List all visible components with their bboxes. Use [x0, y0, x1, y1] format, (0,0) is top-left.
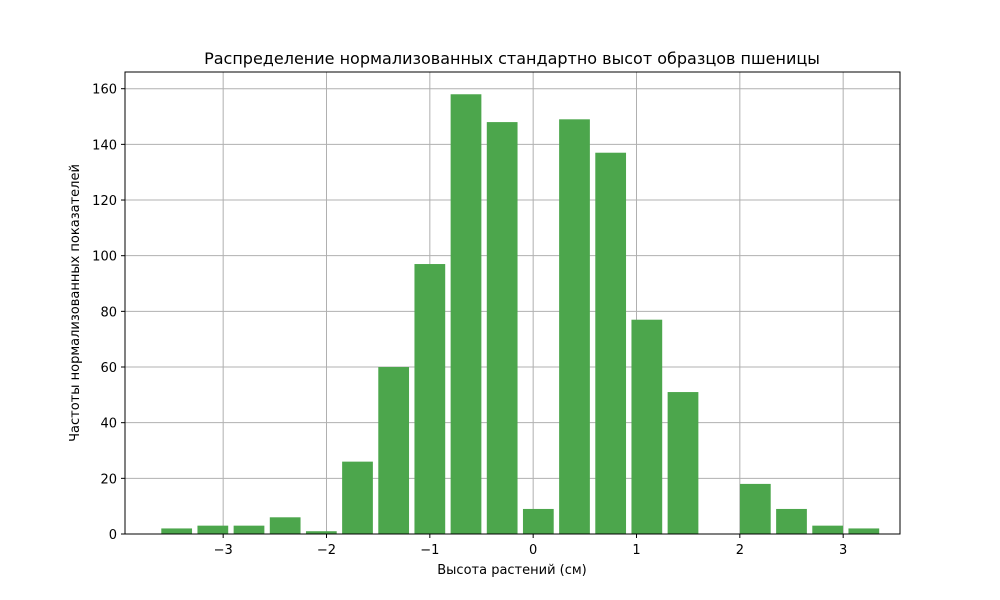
y-tick-label: 60: [100, 361, 117, 376]
y-tick-label: 40: [100, 417, 117, 432]
histogram-bar: [450, 94, 482, 534]
plot-frame: [124, 71, 901, 535]
histogram-bar: [812, 525, 844, 534]
histogram-bar: [667, 392, 699, 534]
bars-layer: [161, 94, 880, 535]
x-tick-label: −3: [214, 543, 233, 558]
histogram-bar: [197, 525, 229, 534]
histogram-bar: [305, 531, 337, 534]
histogram-bar: [739, 483, 771, 534]
x-tick-label: 0: [529, 543, 537, 558]
histogram-bar: [848, 528, 880, 534]
histogram-bar: [269, 517, 301, 534]
y-tick-label: 120: [92, 194, 117, 209]
x-tick-label: 1: [632, 543, 640, 558]
x-tick-label: −2: [317, 543, 336, 558]
histogram-bar: [486, 122, 518, 535]
x-tick-label: 3: [839, 543, 847, 558]
y-tick-label: 160: [92, 83, 117, 98]
histogram-bar: [776, 508, 807, 534]
histogram-bar: [522, 508, 554, 534]
y-axis-label: Частоты нормализованных показателей: [68, 164, 83, 442]
y-tick-label: 100: [92, 250, 117, 265]
x-axis-label: Высота растений (см): [437, 563, 587, 578]
x-tick-label: −1: [420, 543, 439, 558]
x-tick-label: 2: [736, 543, 744, 558]
histogram-bar: [378, 367, 410, 534]
y-tick-label: 20: [100, 472, 117, 487]
histogram-bar: [161, 528, 193, 534]
y-tick-label: 140: [92, 138, 117, 153]
y-tick-label: 80: [100, 305, 117, 320]
y-axis-ticks: 0 20 40 60 80 100 120 140 160: [92, 83, 125, 543]
histogram-bar: [414, 264, 446, 534]
histogram-bar: [233, 525, 265, 534]
histogram-bar: [631, 319, 663, 534]
histogram-bar: [559, 119, 590, 534]
histogram-bar: [342, 461, 373, 534]
y-tick-label: 0: [109, 528, 117, 543]
x-axis-ticks: −3 −2 −1 0 1 2 3: [214, 534, 847, 558]
histogram-bar: [595, 152, 627, 534]
chart-title: Распределение нормализованных стандартно…: [204, 49, 820, 68]
